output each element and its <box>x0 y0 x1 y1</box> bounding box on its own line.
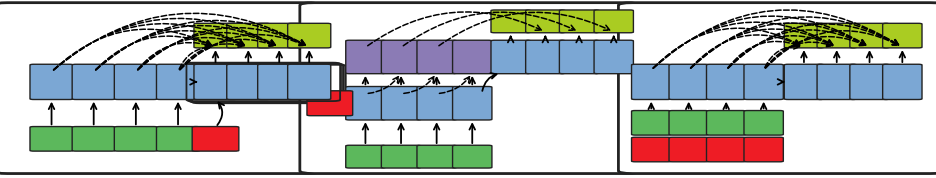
FancyBboxPatch shape <box>452 145 491 168</box>
FancyBboxPatch shape <box>525 40 564 74</box>
FancyBboxPatch shape <box>417 145 456 168</box>
FancyBboxPatch shape <box>525 10 564 33</box>
FancyBboxPatch shape <box>783 23 823 48</box>
FancyBboxPatch shape <box>381 145 420 168</box>
FancyBboxPatch shape <box>593 10 633 33</box>
FancyBboxPatch shape <box>668 137 708 162</box>
FancyBboxPatch shape <box>849 64 888 100</box>
FancyBboxPatch shape <box>882 64 921 100</box>
FancyBboxPatch shape <box>227 64 270 100</box>
FancyBboxPatch shape <box>72 127 115 151</box>
FancyBboxPatch shape <box>706 111 745 135</box>
FancyBboxPatch shape <box>194 64 237 100</box>
FancyBboxPatch shape <box>194 23 237 48</box>
FancyBboxPatch shape <box>114 64 157 100</box>
FancyBboxPatch shape <box>816 23 856 48</box>
FancyBboxPatch shape <box>345 145 385 168</box>
FancyBboxPatch shape <box>192 127 239 151</box>
FancyBboxPatch shape <box>381 40 420 74</box>
FancyBboxPatch shape <box>227 23 270 48</box>
FancyBboxPatch shape <box>30 127 73 151</box>
FancyBboxPatch shape <box>287 64 330 100</box>
FancyBboxPatch shape <box>668 64 708 100</box>
FancyBboxPatch shape <box>417 40 456 74</box>
FancyBboxPatch shape <box>631 111 670 135</box>
FancyBboxPatch shape <box>743 137 782 162</box>
FancyBboxPatch shape <box>668 111 708 135</box>
FancyBboxPatch shape <box>490 40 530 74</box>
FancyBboxPatch shape <box>783 64 823 100</box>
FancyBboxPatch shape <box>300 3 638 174</box>
FancyBboxPatch shape <box>345 40 385 74</box>
FancyBboxPatch shape <box>307 91 352 116</box>
FancyBboxPatch shape <box>559 10 598 33</box>
FancyBboxPatch shape <box>631 64 670 100</box>
FancyBboxPatch shape <box>631 137 670 162</box>
FancyBboxPatch shape <box>816 64 856 100</box>
FancyBboxPatch shape <box>452 40 491 74</box>
FancyBboxPatch shape <box>417 87 456 120</box>
FancyBboxPatch shape <box>257 23 300 48</box>
FancyBboxPatch shape <box>156 127 199 151</box>
FancyBboxPatch shape <box>30 64 73 100</box>
FancyBboxPatch shape <box>257 64 300 100</box>
FancyBboxPatch shape <box>882 23 921 48</box>
FancyBboxPatch shape <box>618 3 936 174</box>
FancyBboxPatch shape <box>156 64 199 100</box>
FancyBboxPatch shape <box>849 23 888 48</box>
FancyBboxPatch shape <box>743 111 782 135</box>
FancyBboxPatch shape <box>743 64 782 100</box>
FancyBboxPatch shape <box>381 87 420 120</box>
FancyBboxPatch shape <box>706 137 745 162</box>
FancyBboxPatch shape <box>452 87 491 120</box>
FancyBboxPatch shape <box>287 23 330 48</box>
FancyBboxPatch shape <box>72 64 115 100</box>
FancyBboxPatch shape <box>345 87 385 120</box>
FancyBboxPatch shape <box>0 3 319 174</box>
FancyBboxPatch shape <box>490 10 530 33</box>
FancyBboxPatch shape <box>559 40 598 74</box>
FancyBboxPatch shape <box>114 127 157 151</box>
FancyBboxPatch shape <box>706 64 745 100</box>
FancyBboxPatch shape <box>593 40 633 74</box>
